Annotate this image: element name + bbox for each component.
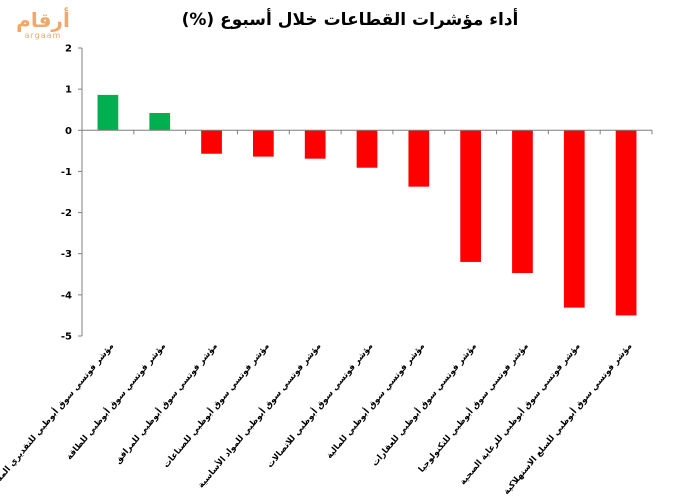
y-axis: 2 1 0 -1 -2 -3 -4 -5: [61, 44, 83, 343]
category-label: مؤشر فوتسي سوق أبوظبي للصناعات: [160, 340, 272, 470]
category-label: مؤشر فوتسي سوق أبوظبي للعقارات: [369, 340, 479, 468]
category-label: مؤشر فوتسي سوق أبوظبي للمالية: [323, 340, 427, 461]
bar: [615, 130, 637, 316]
category-labels: مؤشر فوتسي سوق أبوظبي للتقديري المستهلكم…: [0, 340, 634, 499]
y-tick-label: 1: [65, 85, 72, 96]
bar: [408, 130, 430, 187]
bar: [356, 130, 378, 168]
y-tick-label: 2: [65, 44, 72, 55]
y-tick-label: -4: [61, 290, 72, 301]
logo-subtext: argaam: [24, 31, 62, 40]
bar: [563, 130, 585, 308]
category-label: مؤشر فوتسي سوق أبوظبي للطاقة: [63, 340, 168, 462]
bar: [460, 130, 481, 262]
y-tick-label: -5: [61, 332, 72, 343]
bar: [149, 113, 171, 131]
x-axis: [81, 129, 653, 135]
argaam-logo: أرقام argaam: [8, 8, 78, 42]
category-label: مؤشر فوتسي سوق أبوظبي للمرافق: [112, 340, 220, 466]
y-tick-label: -1: [61, 167, 72, 178]
bar: [304, 130, 326, 159]
category-label: مؤشر فوتسي سوق أبوظبي للتكنولوجيا: [415, 340, 531, 474]
chart-title: أداء مؤشرات القطاعات خلال أسبوع (%): [181, 10, 519, 30]
y-tick-label: 0: [65, 126, 72, 137]
logo-text: أرقام: [16, 8, 70, 32]
bars: [97, 94, 637, 316]
y-tick-label: -2: [61, 208, 72, 219]
bar: [512, 130, 533, 274]
category-label: مؤشر فوتسي سوق أبوظبي للاتصالات: [264, 340, 376, 470]
bar: [253, 130, 274, 157]
bar: [201, 130, 222, 154]
y-tick-label: -3: [61, 249, 72, 260]
bar: [97, 94, 119, 131]
